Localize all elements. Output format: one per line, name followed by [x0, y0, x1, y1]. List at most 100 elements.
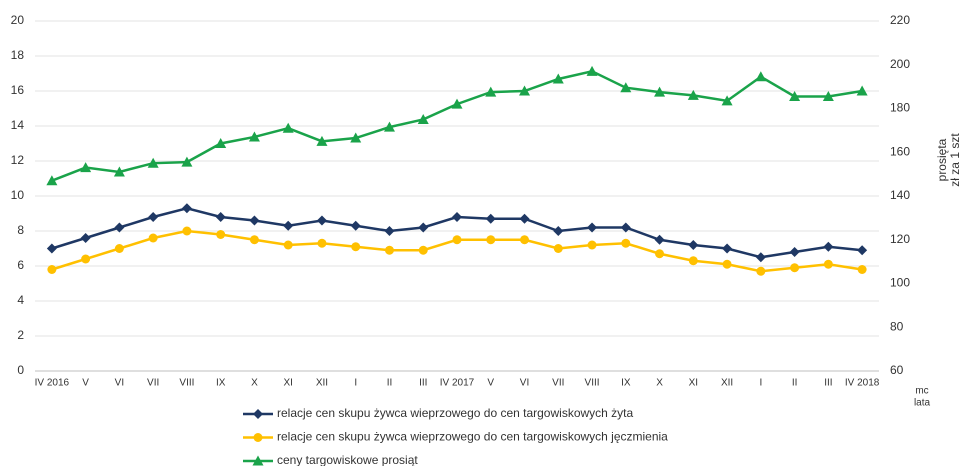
point: [587, 240, 597, 250]
x-tick-label: IX: [216, 378, 226, 389]
point: [182, 226, 192, 236]
x-tick-label: VI: [520, 378, 529, 389]
point: [148, 233, 158, 243]
point: [485, 213, 496, 224]
x-tick-label: VII: [147, 378, 159, 389]
point: [553, 244, 563, 253]
y-tick-label: 4: [17, 293, 24, 307]
point: [687, 89, 699, 100]
point: [283, 240, 293, 250]
point: [249, 215, 260, 226]
point: [148, 212, 159, 222]
y-tick-label: 0: [17, 363, 24, 377]
legend-marker: [252, 455, 264, 466]
y-tick-label: 14: [11, 118, 25, 132]
point: [113, 166, 125, 177]
x-tick-label: VIII: [179, 378, 194, 389]
x-tick-label: I: [354, 378, 357, 389]
point: [756, 266, 766, 276]
x-tick-label: VII: [552, 378, 564, 389]
x-tick-label: IV 2017: [440, 378, 475, 389]
point: [654, 234, 665, 245]
x-tick-label: V: [82, 378, 89, 389]
point: [351, 242, 361, 252]
y2-tick-label: 140: [890, 188, 910, 202]
point: [857, 265, 867, 274]
point: [755, 71, 767, 82]
x-tick-label: IV 2018: [845, 378, 880, 389]
x-axis-label: lata: [914, 398, 931, 409]
point: [587, 222, 598, 233]
point: [486, 235, 496, 245]
x-tick-label: VIII: [585, 378, 600, 389]
point: [755, 252, 766, 263]
point: [215, 138, 227, 148]
point: [823, 241, 834, 252]
point: [384, 226, 395, 236]
point: [722, 243, 733, 254]
point: [519, 213, 530, 224]
y2-tick-label: 120: [890, 232, 910, 246]
point: [790, 263, 800, 273]
legend-label: relacje cen skupu żywca wieprzowego do c…: [277, 430, 668, 444]
y2-axis-label: prosięta: [935, 138, 949, 181]
point: [688, 240, 699, 250]
point: [586, 65, 598, 76]
point: [621, 238, 631, 248]
point: [655, 249, 665, 259]
point: [283, 220, 294, 231]
x-tick-label: X: [251, 378, 258, 389]
point: [789, 247, 800, 257]
y2-tick-label: 60: [890, 363, 904, 377]
point: [350, 220, 361, 231]
point: [46, 175, 58, 186]
point: [452, 212, 462, 222]
point: [147, 157, 159, 168]
point: [80, 162, 92, 173]
x-axis-label: mc: [915, 386, 928, 397]
point: [620, 222, 631, 233]
point: [216, 230, 226, 239]
point: [384, 245, 394, 255]
legend-label: ceny targowiskowe prosiąt: [277, 453, 418, 466]
y-tick-label: 18: [11, 48, 25, 62]
point: [317, 238, 327, 248]
point: [46, 243, 57, 254]
point: [248, 131, 260, 142]
point: [823, 259, 833, 269]
point: [789, 90, 801, 101]
y-tick-label: 12: [11, 153, 25, 167]
x-tick-label: III: [824, 378, 832, 389]
x-tick-label: IX: [621, 378, 631, 389]
point: [654, 86, 666, 97]
y2-tick-label: 80: [890, 319, 904, 333]
y2-axis-label: zł za 1 szt: [948, 133, 962, 187]
x-tick-label: VI: [115, 378, 124, 389]
point: [418, 222, 429, 233]
point: [383, 121, 395, 132]
point: [215, 212, 226, 222]
point: [688, 256, 698, 266]
point: [519, 85, 531, 96]
point: [418, 245, 428, 255]
point: [553, 226, 564, 236]
y2-tick-label: 160: [890, 144, 910, 158]
point: [722, 259, 732, 269]
y-tick-label: 10: [11, 188, 25, 202]
x-tick-label: XI: [283, 378, 292, 389]
y-tick-label: 6: [17, 258, 24, 272]
point: [856, 85, 868, 96]
x-tick-label: III: [419, 378, 427, 389]
point: [181, 156, 193, 167]
point: [47, 265, 57, 274]
x-tick-label: II: [387, 378, 393, 389]
point: [282, 122, 294, 133]
point: [350, 132, 362, 143]
point: [822, 90, 834, 101]
y-tick-label: 16: [11, 83, 25, 97]
y2-tick-label: 200: [890, 57, 910, 71]
point: [520, 235, 530, 245]
point: [316, 135, 328, 146]
x-tick-label: X: [656, 378, 663, 389]
